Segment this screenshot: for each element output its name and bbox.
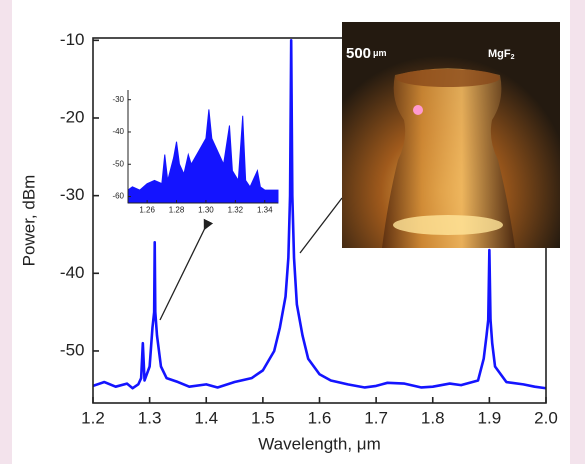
y-tick-label: -40	[112, 127, 124, 136]
glow-ring	[393, 215, 503, 235]
y-tick-label: -50	[112, 159, 124, 168]
reflection	[413, 105, 423, 115]
x-tick-label: 1.7	[364, 409, 388, 428]
x-tick-label: 1.32	[228, 206, 244, 215]
x-tick-label: 1.3	[138, 409, 162, 428]
material-label: MgF2	[488, 48, 515, 61]
material-subscript: 2	[511, 54, 515, 61]
y-tick-label: -50	[60, 340, 85, 359]
inset-pointer	[159, 218, 214, 321]
x-tick-label: 1.2	[81, 409, 105, 428]
y-axis-title: Power, dBm	[19, 175, 38, 267]
x-tick-label: 1.34	[257, 206, 273, 215]
scale-unit: μm	[373, 48, 387, 58]
x-tick-label: 1.28	[169, 206, 185, 215]
photo: 500 μm MgF2	[342, 22, 560, 248]
x-tick-label: 1.9	[478, 409, 502, 428]
x-tick-label: 1.8	[421, 409, 445, 428]
y-tick-label: -30	[112, 95, 124, 104]
x-tick-label: 1.6	[308, 409, 332, 428]
scale-label: 500 μm	[346, 45, 387, 62]
crystal-top	[396, 69, 500, 87]
y-tick-label: -10	[60, 30, 85, 49]
x-axis-title: Wavelength, μm	[258, 434, 381, 453]
y-tick-label: -20	[60, 107, 85, 126]
photo-pointer	[299, 197, 343, 254]
x-tick-label: 1.5	[251, 409, 275, 428]
scale-value: 500	[346, 45, 371, 62]
spectrum-area	[127, 109, 279, 204]
x-tick-label: 1.26	[139, 206, 155, 215]
spectrum-line	[92, 39, 547, 390]
material: MgF	[488, 48, 511, 60]
y-tick-label: -30	[60, 185, 85, 204]
x-tick-label: 1.30	[198, 206, 214, 215]
y-tick-label: -40	[60, 263, 85, 282]
y-tick-label: -60	[112, 192, 124, 201]
x-tick-label: 1.4	[194, 409, 218, 428]
x-tick-label: 2.0	[534, 409, 558, 428]
